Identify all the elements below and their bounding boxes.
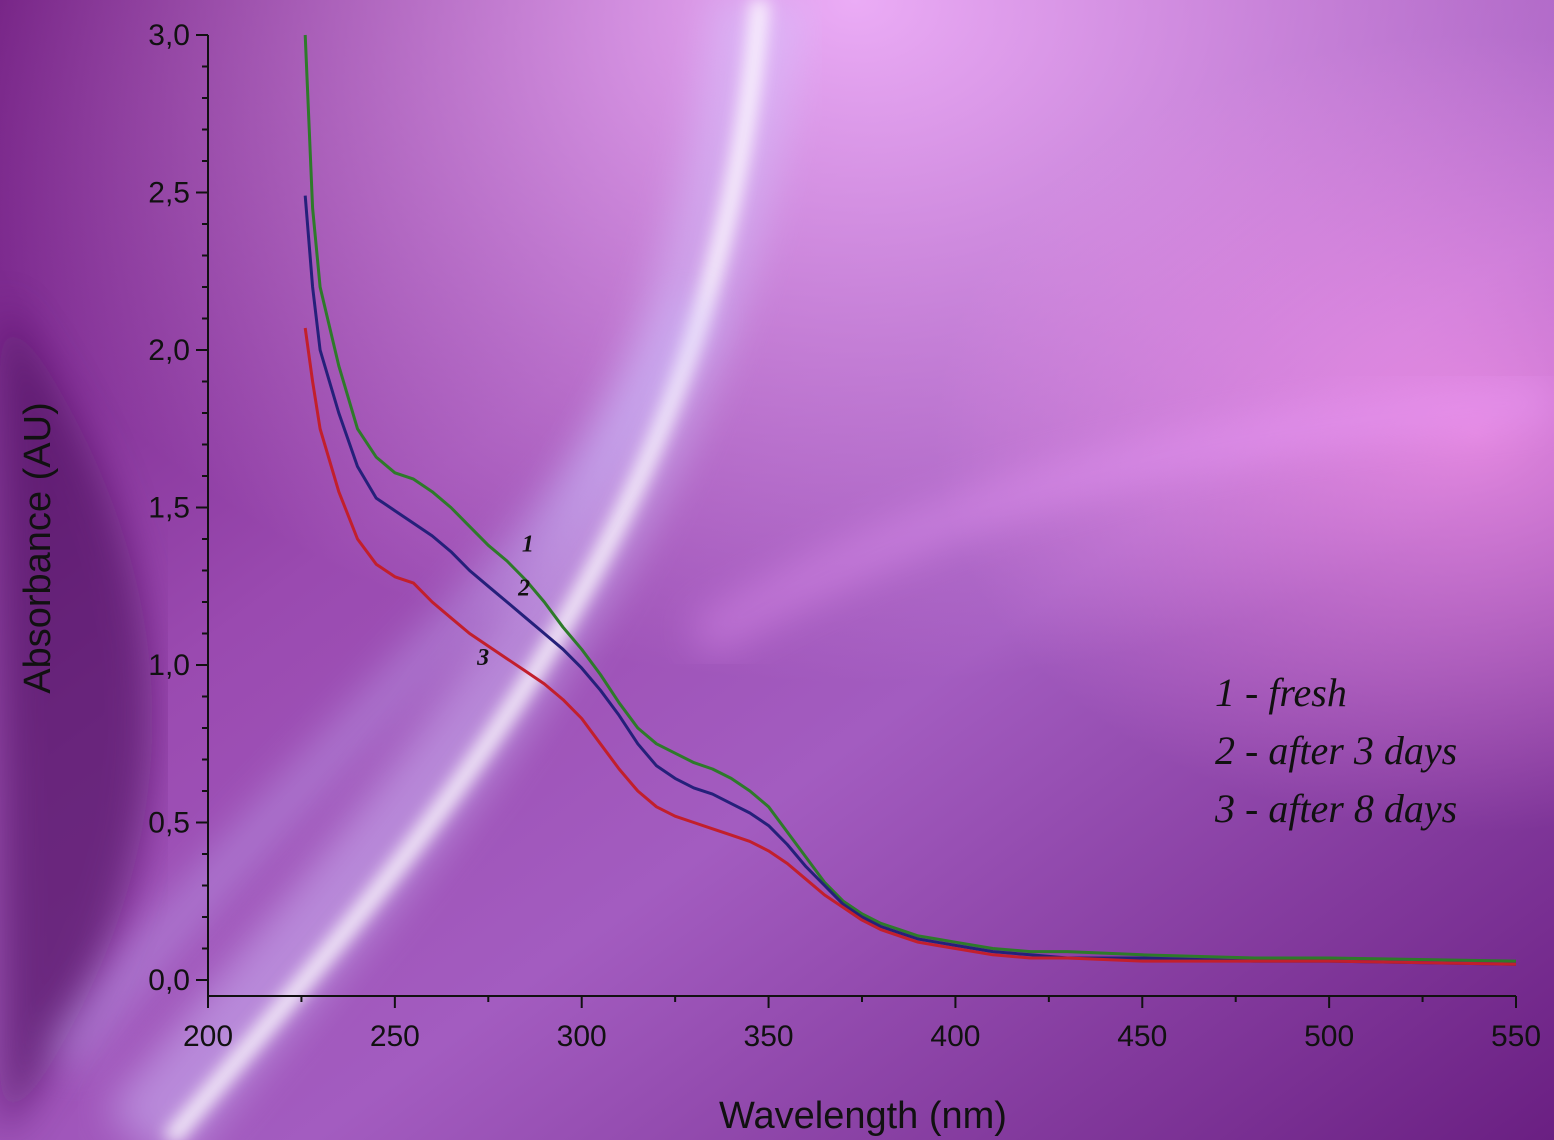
x-tick-label: 300	[557, 1020, 607, 1053]
y-tick-label: 2,5	[148, 177, 190, 210]
x-tick-label: 500	[1304, 1020, 1354, 1053]
y-tick-label: 1,0	[148, 649, 190, 682]
x-tick-label: 450	[1117, 1020, 1167, 1053]
y-tick-label: 1,5	[148, 492, 190, 525]
x-tick-label: 400	[930, 1020, 980, 1053]
curve-label-2: 2	[517, 576, 530, 602]
x-tick-label: 550	[1491, 1020, 1541, 1053]
x-tick-label: 350	[744, 1020, 794, 1053]
x-tick-label: 200	[183, 1020, 233, 1053]
series-line-1	[303, 34, 1517, 963]
y-tick-label: 0,0	[148, 964, 190, 997]
series-line-3	[303, 327, 1517, 966]
x-axis-title: Wavelength (nm)	[719, 1095, 1007, 1137]
x-tick-label: 250	[370, 1020, 420, 1053]
curve-labels: 1 2 3	[476, 532, 534, 671]
curve-label-1: 1	[522, 532, 534, 558]
y-axis-title: Absorbance (AU)	[17, 402, 59, 693]
legend-entry-1: 1 - fresh	[1215, 670, 1347, 715]
legend-entry-2: 2 - after 3 days	[1215, 728, 1457, 773]
axes: 0,0 0,5 1,0 1,5 2,0 2,5 3,0 200 250 300 350 400 450 5…	[148, 19, 1541, 1053]
y-tick-label: 3,0	[148, 19, 190, 52]
y-tick-label: 2,0	[148, 334, 190, 367]
legend: 1 - fresh 2 - after 3 days 3 - after 8 d…	[1214, 670, 1457, 831]
series-line-2	[303, 195, 1517, 966]
series-layer	[303, 34, 1517, 966]
y-tick-label: 0,5	[148, 807, 190, 840]
legend-entry-3: 3 - after 8 days	[1214, 786, 1457, 831]
curve-label-3: 3	[476, 645, 489, 671]
